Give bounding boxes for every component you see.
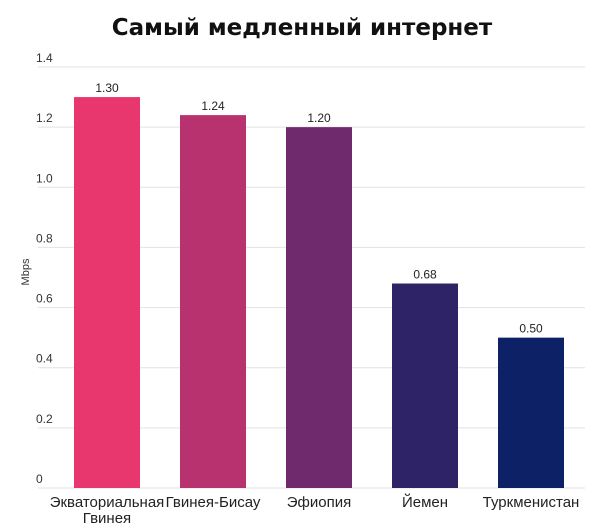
y-tick-label: 0.2 <box>36 412 53 426</box>
x-category-label: Гвинея-Бисау <box>166 494 261 511</box>
data-labels: 1.30 1.24 1.20 0.68 0.50 <box>95 81 543 336</box>
y-axis-ticks: 0 0.2 0.4 0.6 0.8 1.0 1.2 1.4 <box>36 51 53 486</box>
bar <box>180 115 246 488</box>
y-tick-label: 0.4 <box>36 352 53 366</box>
y-axis-label: Mbps <box>20 258 32 285</box>
y-tick-label: 0 <box>36 472 43 486</box>
data-label: 1.24 <box>201 99 225 113</box>
bar <box>498 337 564 488</box>
y-tick-label: 0.8 <box>36 231 53 245</box>
data-label: 0.50 <box>519 322 543 336</box>
bar <box>392 283 458 488</box>
y-tick-label: 1.4 <box>36 51 53 65</box>
bars <box>74 97 564 489</box>
y-tick-label: 1.0 <box>36 171 53 185</box>
bar <box>286 127 352 489</box>
data-label: 1.20 <box>307 111 331 125</box>
x-category-label: Туркменистан <box>483 494 580 511</box>
bar <box>74 97 140 489</box>
data-label: 0.68 <box>413 268 437 282</box>
y-tick-label: 0.6 <box>36 292 53 306</box>
x-category-label: Йемен <box>402 493 448 511</box>
x-category-label: Экваториальная Гвинея <box>50 494 165 527</box>
y-tick-label: 1.2 <box>36 111 53 125</box>
x-category-label: Эфиопия <box>287 494 351 511</box>
chart-title: Самый медленный интернет <box>112 15 493 41</box>
data-label: 1.30 <box>95 81 119 95</box>
